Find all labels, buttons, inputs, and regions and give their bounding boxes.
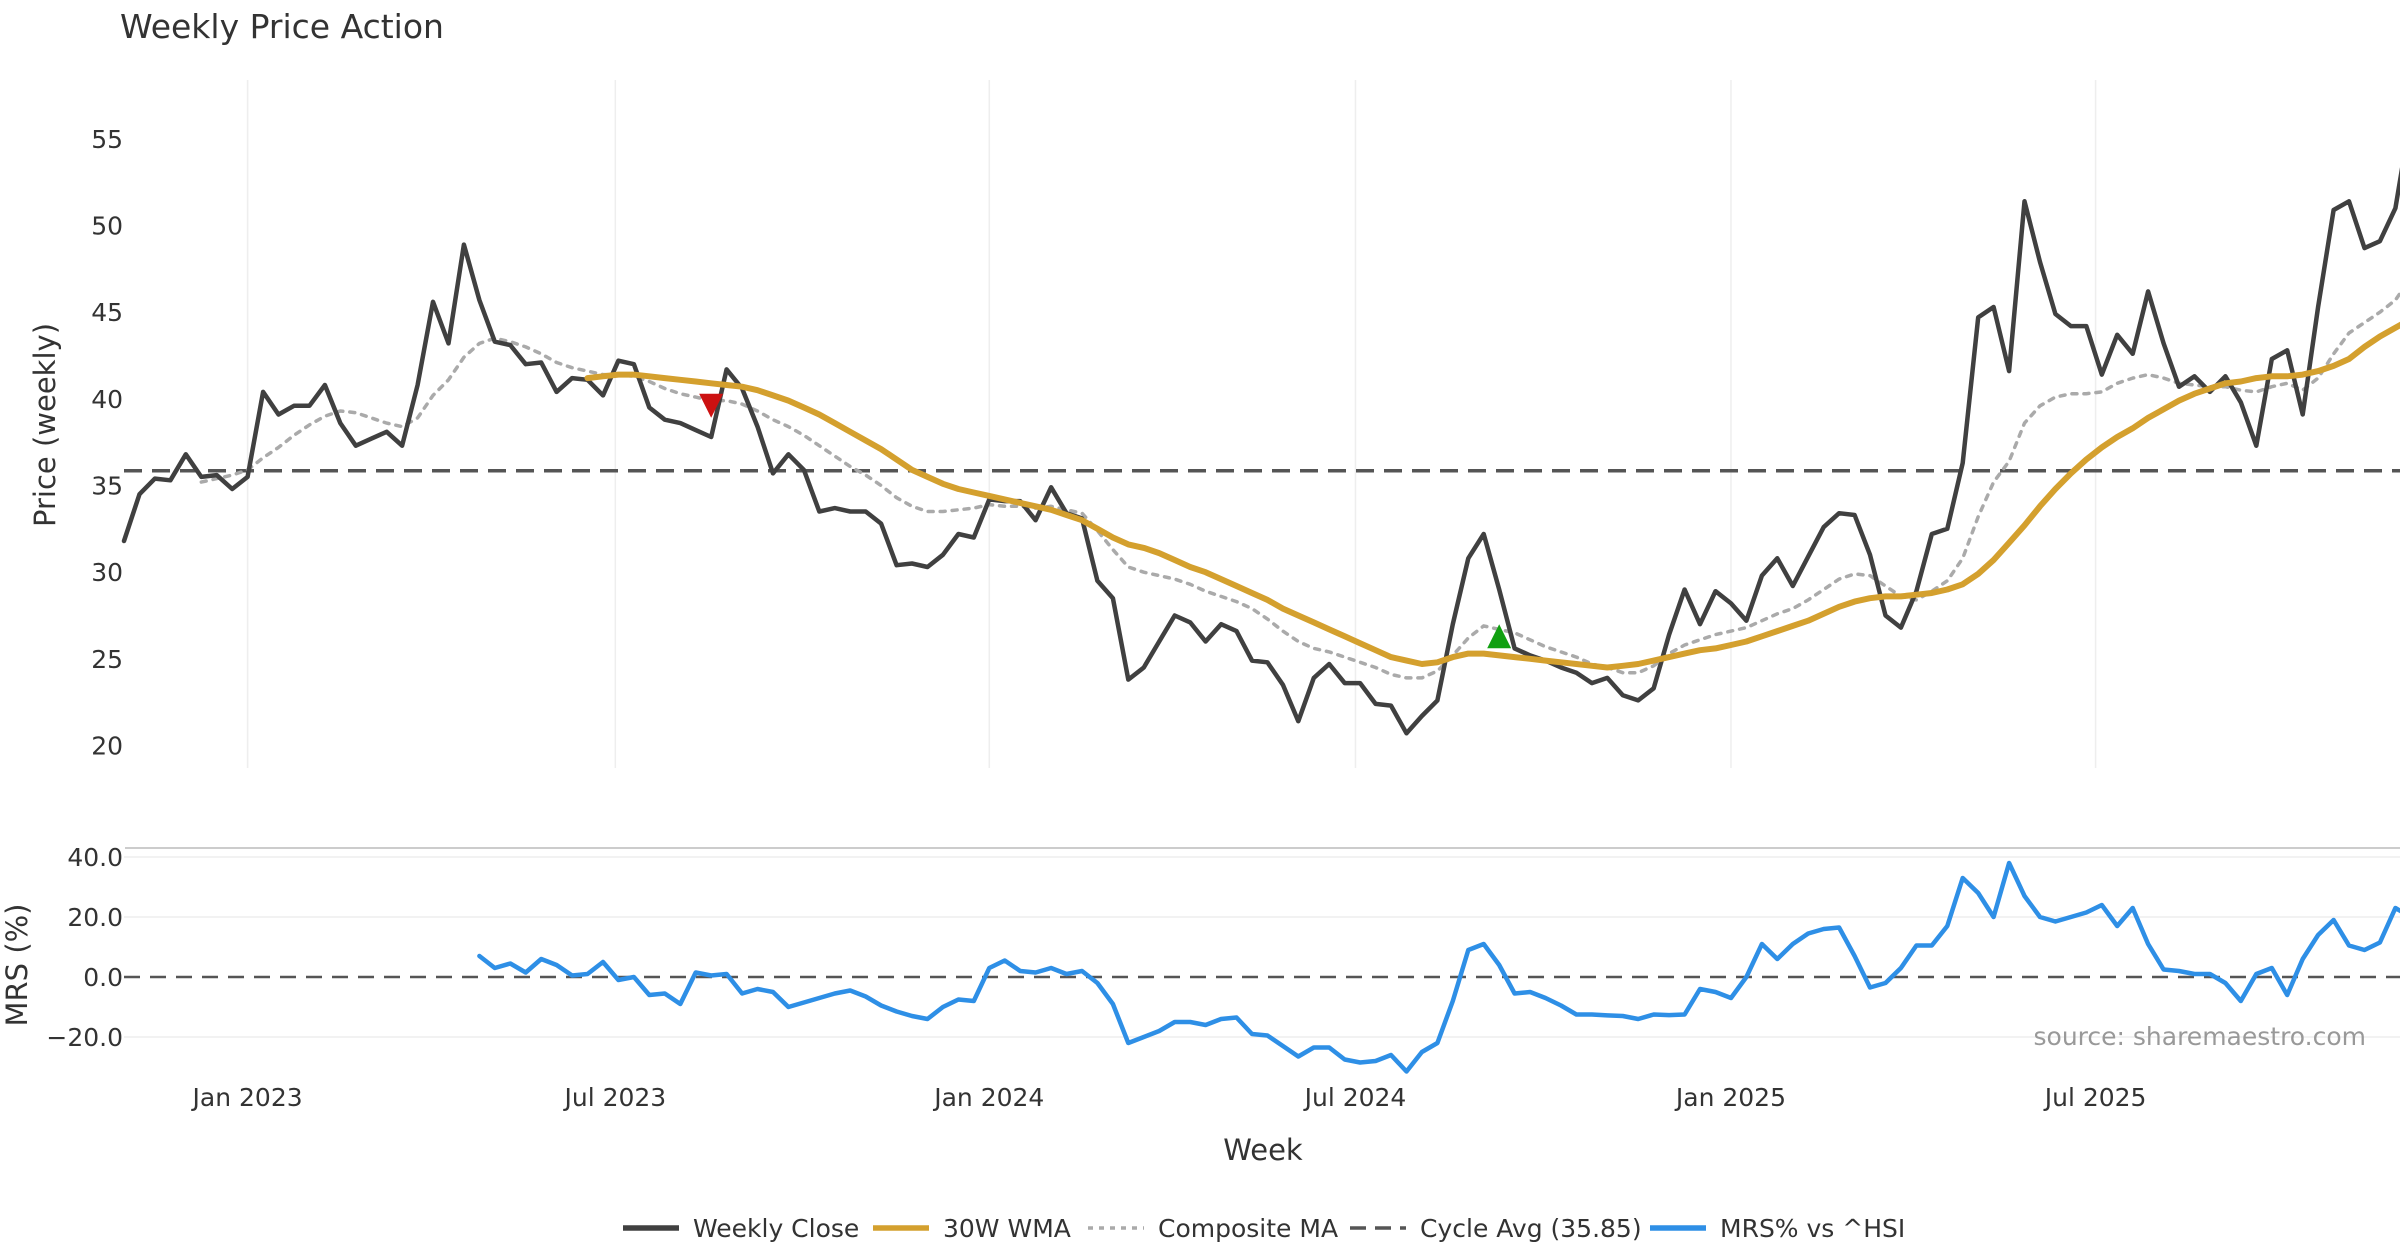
sell-signal-marker xyxy=(699,393,724,418)
price-y-tick-labels: 20 25 30 35 40 45 50 55 xyxy=(91,125,123,761)
x-tick-4: Jan 2025 xyxy=(1674,1083,1786,1112)
price-y-tick-2: 30 xyxy=(91,558,123,587)
mrs-y-axis-label: MRS (%) xyxy=(0,904,34,1027)
x-tick-1: Jul 2023 xyxy=(562,1083,666,1112)
series-mrs-vs-hsi xyxy=(477,860,2400,1074)
buy-signal-marker xyxy=(1487,624,1512,649)
mrs-y-tick-0: −20.0 xyxy=(46,1023,123,1052)
mrs-series xyxy=(477,860,2400,1074)
series-composite-ma xyxy=(199,290,2400,680)
x-tick-labels: Jan 2023 Jul 2023 Jan 2024 Jul 2024 Jan 2025… xyxy=(191,1083,2147,1112)
mrs-y-tick-labels: −20.0 0.0 20.0 40.0 xyxy=(46,843,123,1052)
signal-markers xyxy=(699,393,1512,649)
series-30w-wma xyxy=(584,321,2400,671)
price-y-tick-6: 50 xyxy=(91,212,123,241)
legend-label-4: MRS% vs ^HSI xyxy=(1720,1214,1905,1243)
price-y-axis-label: Price (weekly) xyxy=(28,323,62,527)
price-series xyxy=(121,167,2400,736)
legend-label-0: Weekly Close xyxy=(693,1214,859,1243)
price-y-tick-4: 40 xyxy=(91,385,123,414)
price-gridlines xyxy=(246,80,2097,768)
x-tick-3: Jul 2024 xyxy=(1303,1083,1407,1112)
x-tick-0: Jan 2023 xyxy=(191,1083,303,1112)
series-weekly-close xyxy=(121,167,2400,736)
price-y-tick-5: 45 xyxy=(91,298,123,327)
chart-title: Weekly Price Action xyxy=(120,7,444,46)
legend: Weekly Close 30W WMA Composite MA Cycle Avg… xyxy=(623,1214,1905,1243)
source-note: source: sharemaestro.com xyxy=(2034,1022,2367,1051)
x-axis-label: Week xyxy=(1223,1133,1303,1167)
mrs-y-tick-1: 0.0 xyxy=(83,963,123,992)
price-y-tick-0: 20 xyxy=(91,731,123,760)
legend-label-3: Cycle Avg (35.85) xyxy=(1420,1214,1642,1243)
legend-label-1: 30W WMA xyxy=(943,1214,1071,1243)
x-tick-2: Jan 2024 xyxy=(932,1083,1044,1112)
mrs-gridlines xyxy=(124,856,2400,1038)
price-y-tick-1: 25 xyxy=(91,645,123,674)
mrs-y-tick-3: 40.0 xyxy=(67,843,123,872)
mrs-y-tick-2: 20.0 xyxy=(67,903,123,932)
legend-label-2: Composite MA xyxy=(1158,1214,1338,1243)
price-y-tick-3: 35 xyxy=(91,472,123,501)
price-y-tick-7: 55 xyxy=(91,125,123,154)
x-tick-5: Jul 2025 xyxy=(2043,1083,2147,1112)
